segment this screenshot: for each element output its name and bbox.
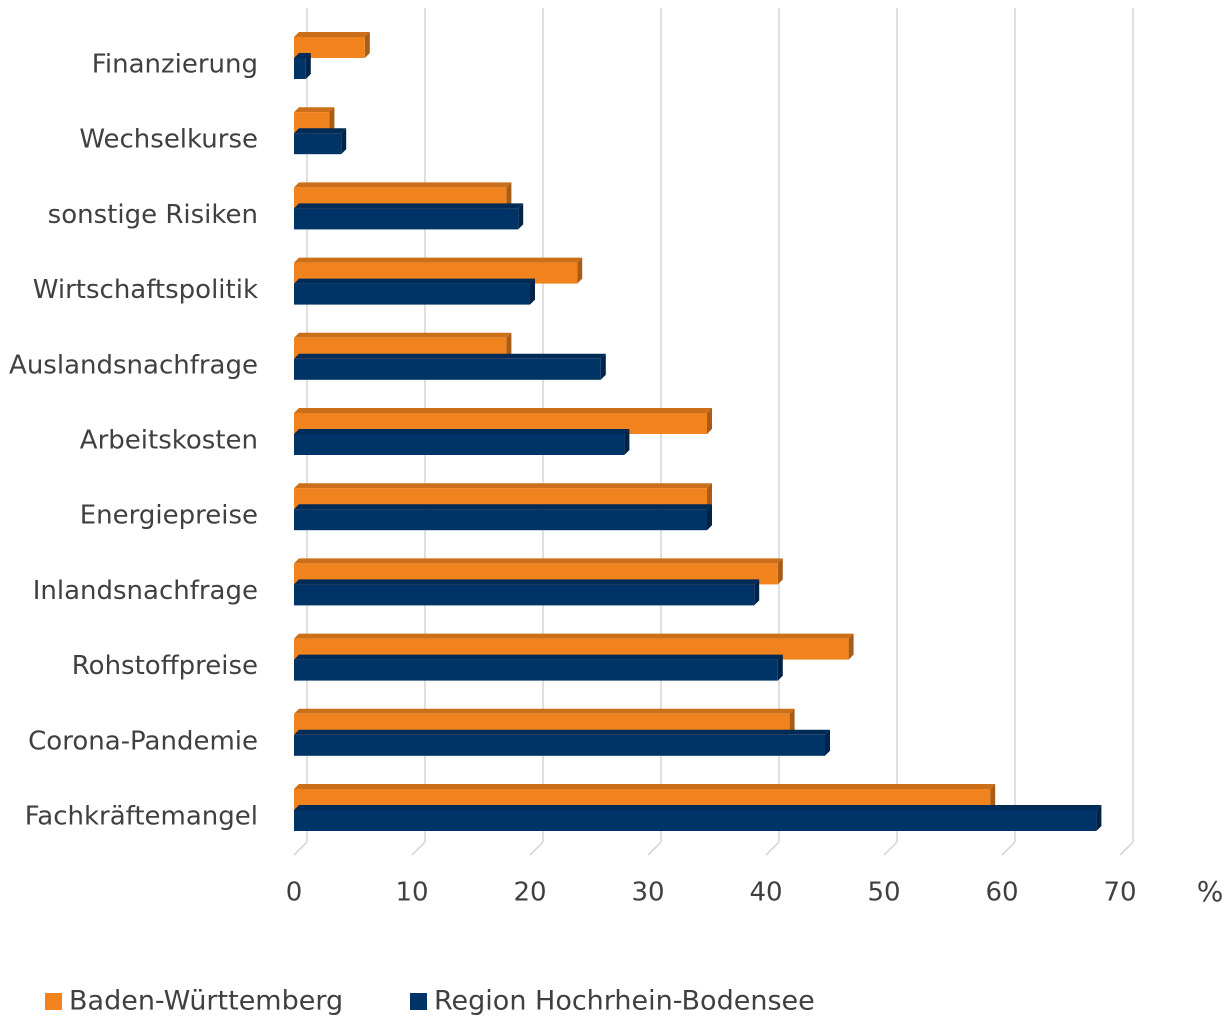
category-label: Wirtschaftspolitik	[33, 275, 258, 305]
floor-tick	[411, 841, 426, 856]
bar-top	[294, 408, 712, 413]
bar	[294, 262, 578, 284]
category-label: Energiepreise	[80, 501, 258, 531]
category-label: Arbeitskosten	[80, 426, 258, 456]
bar-top	[294, 708, 795, 714]
x-tick-label: 20	[513, 878, 546, 908]
category-label: Auslandsnachfrage	[9, 350, 258, 380]
category-label: Corona-Pandemie	[28, 726, 258, 756]
category-label: Wechselkurse	[79, 125, 258, 155]
bar	[294, 789, 991, 810]
bar-top	[294, 332, 512, 338]
floor-tick	[529, 841, 544, 856]
bar-top	[294, 558, 783, 564]
bar-top	[294, 729, 830, 735]
bar-side	[518, 203, 524, 230]
x-tick-label: 60	[985, 878, 1018, 908]
bar-side	[577, 257, 583, 284]
category-label: Finanzierung	[92, 50, 258, 80]
bar-top	[294, 579, 760, 585]
bar	[294, 584, 755, 606]
bar	[294, 37, 365, 58]
bar	[294, 563, 778, 585]
bar	[294, 713, 790, 735]
legend-swatch	[45, 993, 62, 1010]
bar-top	[294, 504, 712, 510]
floor-tick	[1001, 841, 1016, 856]
bar-top	[294, 128, 347, 134]
bar-side	[305, 53, 311, 79]
x-tick-label: 70	[1103, 878, 1136, 908]
bar-side	[707, 504, 712, 531]
bar-side	[624, 429, 630, 455]
bar-top	[294, 633, 854, 639]
bar-side	[1096, 805, 1102, 831]
bar-side	[329, 107, 335, 134]
bar-top	[294, 429, 630, 434]
x-tick-label: 50	[867, 878, 900, 908]
bar-top	[294, 257, 583, 263]
category-label: Rohstoffpreise	[72, 651, 258, 681]
bar-top	[294, 483, 712, 489]
category-label: Fachkräftemangel	[25, 802, 258, 832]
bar	[294, 112, 330, 134]
bar-top	[294, 784, 996, 789]
category-label: sonstige Risiken	[48, 200, 258, 230]
bar	[294, 208, 519, 230]
bar-top	[294, 203, 524, 209]
bar-side	[777, 654, 783, 681]
bar-side	[707, 408, 712, 434]
bar	[294, 734, 825, 756]
x-tick-label: 30	[631, 878, 664, 908]
bar-top	[294, 107, 335, 113]
bar	[294, 509, 707, 531]
bar-top	[294, 353, 606, 359]
bar	[294, 810, 1097, 831]
bar	[294, 638, 849, 660]
bar-top	[294, 32, 370, 37]
bar-side	[754, 579, 760, 606]
bar-top	[294, 805, 1102, 810]
floor-tick	[647, 841, 662, 856]
bar-side	[530, 278, 535, 305]
x-tick-label: 0	[286, 878, 303, 908]
bar-top	[294, 654, 783, 660]
floor-tick	[765, 841, 780, 856]
x-tick-label: 40	[749, 878, 782, 908]
bar	[294, 358, 601, 380]
bar	[294, 488, 707, 510]
legend-swatch	[410, 993, 427, 1010]
bar-side	[777, 558, 783, 585]
bar-side	[990, 784, 996, 810]
legend-label: Baden-Württemberg	[69, 986, 343, 1017]
bar	[294, 58, 306, 79]
bar-side	[506, 332, 512, 359]
bar	[294, 413, 707, 434]
bar-top	[294, 182, 512, 188]
bar	[294, 659, 778, 681]
bar	[294, 133, 342, 155]
bar-side	[341, 128, 347, 155]
floor-tick	[1119, 841, 1134, 856]
bar-side	[848, 633, 854, 660]
bar-side	[707, 483, 712, 510]
bar-top	[294, 278, 535, 284]
bar-top	[294, 53, 311, 58]
floor-tick	[293, 841, 308, 856]
x-tick-label: 10	[395, 878, 428, 908]
bar	[294, 283, 530, 305]
bar	[294, 434, 625, 455]
bar-side	[364, 32, 370, 58]
bar-side	[825, 729, 830, 756]
floor-tick	[883, 841, 898, 856]
bar	[294, 187, 507, 209]
bar-side	[789, 708, 795, 735]
category-label: Inlandsnachfrage	[33, 576, 258, 606]
bar-side	[600, 353, 606, 380]
bar-side	[506, 182, 512, 209]
legend-label: Region Hochrhein-Bodensee	[434, 986, 815, 1017]
x-axis-label: %	[1197, 875, 1224, 908]
bar	[294, 337, 507, 359]
